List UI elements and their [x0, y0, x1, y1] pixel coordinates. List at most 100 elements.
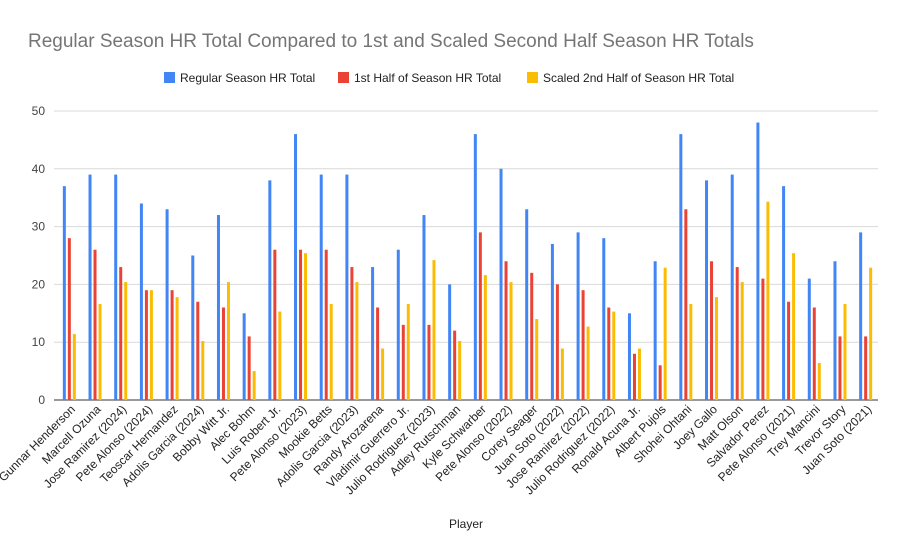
legend-swatch-regular — [164, 72, 175, 83]
bar-second-half — [252, 371, 256, 400]
bar-regular — [268, 180, 272, 400]
bar-first-half — [478, 232, 482, 400]
bar-regular — [319, 174, 323, 400]
bar-second-half — [458, 341, 462, 400]
bar-regular — [833, 261, 837, 400]
bar-second-half — [766, 201, 770, 400]
bar-second-half — [740, 282, 744, 400]
bar-second-half — [509, 282, 513, 400]
bar-first-half — [144, 290, 148, 400]
bar-second-half — [355, 282, 359, 400]
y-tick-label: 20 — [32, 277, 46, 291]
bar-second-half — [72, 334, 76, 400]
bar-second-half — [637, 348, 641, 400]
bar-regular — [62, 186, 66, 400]
bar-first-half — [864, 336, 868, 400]
bar-regular — [396, 249, 400, 400]
bar-second-half — [226, 282, 230, 400]
bar-second-half — [869, 267, 873, 400]
bar-regular — [525, 209, 529, 400]
bar-first-half — [376, 307, 380, 400]
bar-second-half — [843, 304, 847, 400]
bar-first-half — [350, 267, 354, 400]
bar-second-half — [381, 348, 385, 400]
bar-regular — [345, 174, 349, 400]
bar-second-half — [98, 304, 102, 400]
bar-second-half — [124, 282, 128, 400]
bar-regular — [756, 122, 760, 400]
bar-first-half — [119, 267, 123, 400]
bar-regular — [499, 168, 503, 400]
bar-regular — [550, 243, 554, 400]
y-tick-label: 0 — [38, 393, 45, 407]
bar-regular — [782, 186, 786, 400]
bar-second-half — [792, 253, 796, 400]
bar-second-half — [432, 260, 436, 400]
bar-second-half — [175, 297, 179, 400]
bar-first-half — [93, 249, 97, 400]
legend-label-second-half: Scaled 2nd Half of Season HR Total — [543, 71, 734, 85]
bar-second-half — [483, 275, 487, 400]
bar-regular — [807, 278, 811, 400]
bar-first-half — [632, 353, 636, 400]
chart-title: Regular Season HR Total Compared to 1st … — [28, 31, 754, 52]
bar-first-half — [581, 290, 585, 400]
legend-swatch-second-half — [527, 72, 538, 83]
bar-regular — [88, 174, 92, 400]
bar-second-half — [560, 348, 564, 400]
bar-first-half — [658, 365, 662, 400]
bar-first-half — [324, 249, 328, 400]
bar-first-half — [504, 261, 508, 400]
y-tick-label: 10 — [32, 335, 46, 349]
bar-regular — [859, 232, 863, 400]
bar-first-half — [735, 267, 739, 400]
bar-first-half — [761, 278, 765, 400]
bar-second-half — [612, 311, 616, 400]
y-axis-ticks: 0 10 20 30 40 50 — [32, 104, 46, 407]
bar-first-half — [67, 238, 71, 400]
x-axis-title: Player — [449, 517, 483, 531]
bar-regular — [705, 180, 709, 400]
bar-first-half — [247, 336, 251, 400]
bars — [62, 122, 873, 400]
bar-second-half — [149, 290, 153, 400]
bar-second-half — [586, 326, 590, 400]
bar-first-half — [710, 261, 714, 400]
bar-second-half — [535, 319, 539, 400]
legend-label-first-half: 1st Half of Season HR Total — [354, 71, 501, 85]
bar-regular — [653, 261, 657, 400]
bar-second-half — [689, 304, 693, 400]
legend-swatch-first-half — [338, 72, 349, 83]
bar-regular — [576, 232, 580, 400]
bar-regular — [602, 238, 606, 400]
bar-first-half — [838, 336, 842, 400]
bar-regular — [191, 255, 195, 400]
bar-regular — [114, 174, 118, 400]
bar-regular — [448, 284, 452, 400]
bar-second-half — [201, 341, 205, 400]
bar-first-half — [196, 301, 200, 400]
y-tick-label: 40 — [32, 162, 46, 176]
bar-first-half — [607, 307, 611, 400]
bar-first-half — [299, 249, 303, 400]
bar-first-half — [170, 290, 174, 400]
bar-first-half — [684, 209, 688, 400]
bar-regular — [679, 134, 683, 400]
bar-regular — [371, 267, 375, 400]
bar-first-half — [530, 272, 534, 400]
bar-regular — [627, 313, 631, 400]
bar-second-half — [406, 304, 410, 400]
bar-second-half — [817, 363, 821, 400]
bar-first-half — [221, 307, 225, 400]
bar-first-half — [427, 324, 431, 400]
bar-regular — [473, 134, 477, 400]
bar-regular — [216, 215, 220, 400]
bar-second-half — [278, 311, 282, 400]
bar-first-half — [273, 249, 277, 400]
bar-first-half — [453, 330, 457, 400]
bar-regular — [242, 313, 246, 400]
y-tick-label: 30 — [32, 220, 46, 234]
bar-regular — [730, 174, 734, 400]
bar-first-half — [401, 324, 405, 400]
